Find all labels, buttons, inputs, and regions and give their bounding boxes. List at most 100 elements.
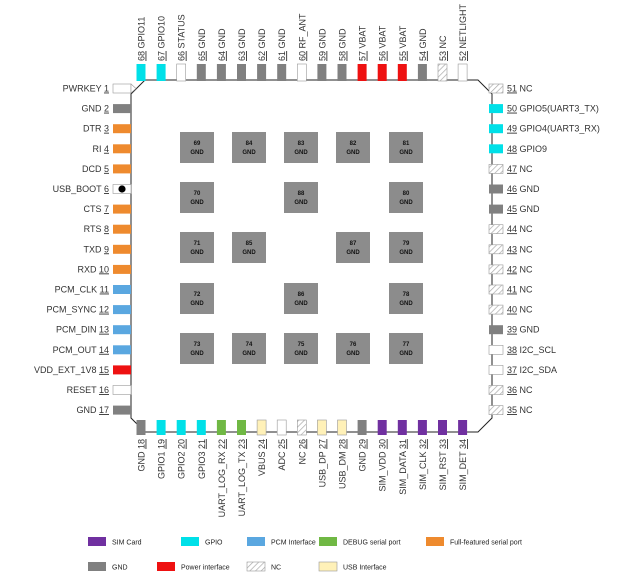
top-pin-label: 56 VBAT <box>378 25 388 61</box>
pad-square <box>284 132 318 163</box>
right-pin-label: 38 I2C_SCL <box>507 345 556 355</box>
pin-pad <box>488 164 504 174</box>
top-pin-label: 68 GPIO11 <box>137 17 147 61</box>
top-pin-67: 67 GPIO10 <box>156 16 167 81</box>
bottom-pin-34: SIM_DET 34 <box>458 420 468 490</box>
right-pin-38: 38 I2C_SCL <box>488 344 556 355</box>
left-pin-label: TXD 9 <box>83 244 109 254</box>
center-pad-79: 79 GND <box>389 232 423 263</box>
legend-item-pcm: PCM Interface <box>247 537 316 547</box>
right-pin-41: 41 NC <box>488 285 533 295</box>
right-pin-label: 42 NC <box>507 264 533 274</box>
pad-number: 79 <box>403 241 410 247</box>
left-pin-12: PCM_SYNC 12 <box>46 305 131 315</box>
pin-pad <box>113 345 131 355</box>
pin-pad <box>488 344 504 355</box>
left-pin-3: DTR 3 <box>83 124 131 134</box>
pin-pad <box>112 83 132 94</box>
pad-number: 84 <box>246 141 253 147</box>
right-pin-label: 35 NC <box>507 405 533 415</box>
right-pin-47: 47 NC <box>488 164 533 174</box>
center-pad-72: 72 GND <box>180 283 214 314</box>
legend-item-serial: Full-featured serial port <box>426 537 522 547</box>
pin-pad <box>317 64 327 81</box>
pin-pad <box>196 64 206 81</box>
left-pin-7: CTS 7 <box>83 204 131 214</box>
top-pin-label: 54 GND <box>418 28 428 61</box>
bottom-pin-label: SIM_RST 33 <box>438 439 448 490</box>
bottom-pin-19: GPIO1 19 <box>156 420 167 479</box>
bottom-pin-label: UART_LOG_TX 23 <box>237 439 247 516</box>
right-pin-label: 36 NC <box>507 385 533 395</box>
pad-square <box>336 232 370 263</box>
top-pin-63: 63 GND <box>237 28 247 81</box>
bottom-pin-23: UART_LOG_TX 23 <box>237 420 247 516</box>
legend-label: GND <box>112 565 128 572</box>
legend-swatch <box>247 537 265 546</box>
pad-number: 78 <box>403 292 410 298</box>
pin-pad <box>113 264 131 274</box>
center-pad-77: 77 GND <box>389 333 423 364</box>
legend-swatch <box>181 537 199 546</box>
pin-pad <box>488 224 504 234</box>
top-pin-label: 57 VBAT <box>358 25 368 61</box>
pad-number: 85 <box>246 241 253 247</box>
pin-pad <box>257 64 267 81</box>
left-pin-label: RXD 10 <box>77 264 109 274</box>
right-pin-49: 49 GPIO4(UART3_RX) <box>489 124 600 134</box>
bottom-pin-22: UART_LOG_RX 22 <box>216 420 227 517</box>
left-pin-label: PCM_OUT 14 <box>53 345 109 355</box>
legend-item-sim: SIM Card <box>88 537 142 547</box>
right-pin-45: 45 GND <box>489 204 540 214</box>
center-pad-76: 76 GND <box>336 333 370 364</box>
pin-pad <box>237 420 246 435</box>
center-pad-75: 75 GND <box>284 333 318 364</box>
center-pad-74: 74 GND <box>232 333 266 364</box>
pad-label: GND <box>399 250 413 256</box>
top-pin-label: 63 GND <box>237 28 247 61</box>
pad-square <box>389 232 423 263</box>
pin-pad <box>489 124 503 134</box>
pad-number: 75 <box>298 342 305 348</box>
bottom-pin-label: UART_LOG_RX 22 <box>217 439 227 517</box>
pin-pad <box>438 420 447 435</box>
right-pin-42: 42 NC <box>488 264 533 274</box>
pad-number: 71 <box>194 241 201 247</box>
pad-square <box>389 283 423 314</box>
pad-label: GND <box>190 351 204 357</box>
pin-pad <box>113 325 131 335</box>
pin-pad <box>113 204 131 214</box>
bottom-pin-label: GND 29 <box>358 439 368 472</box>
pad-label: GND <box>190 150 204 156</box>
pin-pad <box>458 420 468 435</box>
pin-pad <box>488 244 504 255</box>
pin-pad <box>113 305 131 315</box>
pad-square <box>336 132 370 163</box>
bottom-pin-label: SIM_DET 34 <box>458 439 468 490</box>
legend-label: GPIO <box>205 540 223 547</box>
left-pin-5: DCD 5 <box>82 164 131 174</box>
pin-layer: PWRKEY 1 GND 2 DTR 3 RI 4 DCD 5 USB_BOOT 6 CTS… <box>34 3 600 517</box>
right-pin-label: 41 NC <box>507 285 533 295</box>
legend-swatch <box>426 537 444 546</box>
pin-pad <box>277 64 287 81</box>
bottom-pin-28: USB_DM 28 <box>337 419 348 489</box>
bottom-pin-27: USB_DP 27 <box>317 419 327 487</box>
pad-number: 81 <box>403 141 410 147</box>
bottom-pin-25: ADC 25 <box>276 419 287 471</box>
pad-label: GND <box>399 150 413 156</box>
top-pin-59: 59 GND <box>317 28 327 81</box>
legend-label: NC <box>271 565 281 572</box>
legend-swatch <box>319 537 337 546</box>
bottom-pin-29: GND 29 <box>357 420 368 472</box>
pin-pad <box>113 365 131 375</box>
pad-square <box>180 232 214 263</box>
top-pin-54: 54 GND <box>417 28 428 81</box>
pad-number: 83 <box>298 141 305 147</box>
center-pad-78: 78 GND <box>389 283 423 314</box>
pin-pad <box>113 244 131 254</box>
pin1-marker-icon <box>130 83 137 94</box>
pin-pad <box>196 420 206 435</box>
pin-pad <box>113 224 131 234</box>
pad-square <box>284 182 318 213</box>
